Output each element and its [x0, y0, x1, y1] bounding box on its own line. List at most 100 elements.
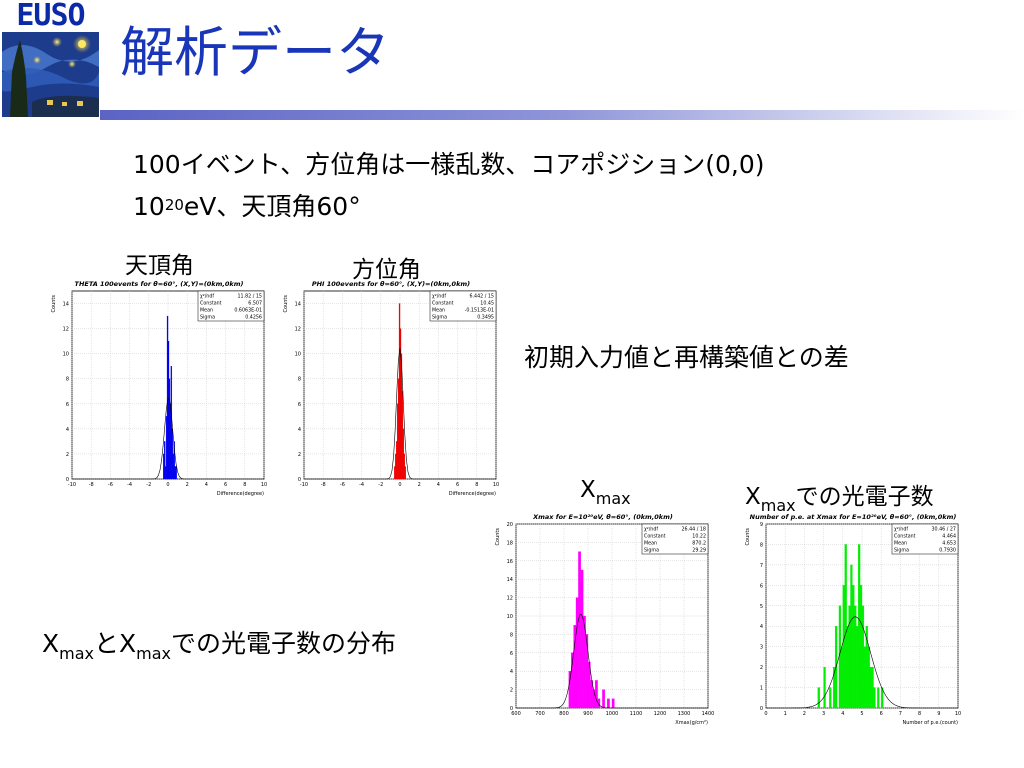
x-tick-label: 4 [437, 482, 440, 488]
x-tick-label: 8 [475, 482, 478, 488]
y-tick-label: 12 [295, 327, 301, 333]
x-tick-label: 1200 [654, 711, 667, 717]
pe-label-main: X [745, 484, 761, 510]
x-axis-label: Difference(degree) [217, 491, 264, 497]
x-tick-label: 9 [937, 711, 940, 717]
x-tick-label: 1 [784, 711, 787, 717]
histogram-bar [871, 666, 874, 709]
y-tick-label: 6 [298, 402, 301, 408]
x-tick-label: 4 [841, 711, 844, 717]
dist-label-sub2: max [136, 644, 171, 663]
histogram-bar [817, 687, 820, 709]
stats-value: 0.6063E-01 [234, 308, 262, 314]
histogram-bar [578, 551, 581, 709]
y-tick-label: 5 [760, 604, 763, 610]
stats-value: -0.1513E-01 [465, 308, 494, 314]
stats-value: 6.507 [248, 301, 262, 307]
fit-curve [766, 616, 958, 709]
y-tick-label: 12 [507, 596, 513, 602]
stats-key: χ²/ndf [200, 294, 214, 300]
energy-base: 10 [133, 192, 165, 221]
stats-value: 4.653 [942, 541, 956, 547]
stats-key: Sigma [432, 315, 447, 321]
y-tick-label: 20 [507, 522, 513, 528]
x-tick-label: -8 [321, 482, 326, 488]
stats-key: Sigma [894, 548, 909, 554]
histogram-bar [404, 466, 406, 480]
y-tick-label: 2 [66, 452, 69, 458]
pe-label-post: での光電子数 [795, 484, 934, 510]
histogram-bar [859, 585, 863, 709]
y-tick-label: 7 [760, 563, 763, 569]
x-tick-label: 600 [511, 711, 521, 717]
x-tick-label: 10 [493, 482, 499, 488]
stats-box [641, 523, 709, 555]
stats-key: Sigma [200, 315, 215, 321]
x-tick-label: -6 [340, 482, 345, 488]
x-axis-label: Xmax(g/cm²) [675, 720, 708, 726]
y-tick-label: 2 [510, 688, 513, 694]
xmax-label-main: X [580, 477, 596, 503]
x-tick-label: 2 [186, 482, 189, 488]
stats-value: 0.7930 [939, 548, 956, 554]
chart-title: PHI 100events for θ=60°, (X,Y)=(0km,0km) [312, 280, 470, 288]
histogram-bar [175, 466, 177, 480]
stats-value: 10.45 [480, 301, 494, 307]
pe-label: Xmaxでの光電子数 [745, 477, 934, 515]
x-tick-label: -2 [378, 482, 383, 488]
stats-key: χ²/ndf [432, 294, 446, 300]
chart-title: Number of p.e. at Xmax for E=10²⁰eV, θ=6… [750, 513, 957, 521]
y-tick-label: 0 [760, 706, 763, 712]
y-axis-label: Counts [283, 295, 289, 313]
y-tick-label: 14 [63, 302, 69, 308]
stats-key: Mean [432, 308, 445, 314]
stats-value: 0.3495 [477, 315, 494, 321]
histogram-bar [840, 646, 843, 709]
histogram-bar [881, 687, 884, 709]
fit-curve [516, 614, 708, 709]
histogram-bar [863, 646, 866, 709]
x-tick-label: 0 [398, 482, 401, 488]
x-tick-label: 1000 [606, 711, 619, 717]
title-divider [100, 110, 1024, 120]
energy-exponent: 20 [164, 196, 184, 214]
x-tick-label: -2 [146, 482, 151, 488]
y-tick-label: 12 [63, 327, 69, 333]
distribution-label: XmaxとXmaxでの光電子数の分布 [42, 624, 396, 663]
description-line-2: 1020eV、天頂角60° [133, 190, 361, 224]
x-axis-label: Number of p.e.(count) [902, 720, 958, 726]
x-tick-label: 6 [456, 482, 459, 488]
histogram-bar [850, 564, 853, 709]
dist-label-sub1: max [59, 644, 94, 663]
y-tick-label: 0 [298, 477, 301, 483]
x-axis-label: Difference(degree) [449, 491, 496, 497]
x-tick-label: 6 [224, 482, 227, 488]
y-tick-label: 1 [760, 686, 763, 692]
y-tick-label: 8 [298, 377, 301, 383]
y-tick-label: 18 [507, 540, 513, 546]
y-tick-label: 4 [510, 669, 513, 675]
x-tick-label: 2 [803, 711, 806, 717]
stats-key: Mean [894, 541, 907, 547]
histogram-bar [607, 698, 610, 709]
theta-histogram: -10 -8 -6 -4 -2 0 2 4 6 8 10 0 2 4 6 8 10 12 14 THETA 100ev… [51, 280, 267, 497]
x-tick-label: 5 [860, 711, 863, 717]
y-tick-label: 10 [63, 352, 69, 358]
stats-key: Mean [644, 541, 657, 547]
x-tick-label: -8 [89, 482, 94, 488]
dist-label-mid: とX [94, 629, 137, 658]
x-tick-label: 4 [205, 482, 208, 488]
y-tick-label: 14 [295, 302, 301, 308]
histogram-bar [829, 687, 832, 709]
y-tick-label: 0 [66, 477, 69, 483]
y-tick-label: 6 [510, 651, 513, 657]
histogram-bar [173, 441, 175, 480]
xmax-label: Xmax [580, 477, 631, 508]
y-tick-label: 10 [507, 614, 513, 620]
y-tick-label: 4 [66, 427, 69, 433]
histogram-bar [602, 689, 605, 709]
stats-key: χ²/ndf [644, 527, 658, 533]
x-tick-label: 700 [535, 711, 545, 717]
x-tick-label: 1400 [702, 711, 714, 717]
stats-key: Constant [200, 301, 222, 307]
